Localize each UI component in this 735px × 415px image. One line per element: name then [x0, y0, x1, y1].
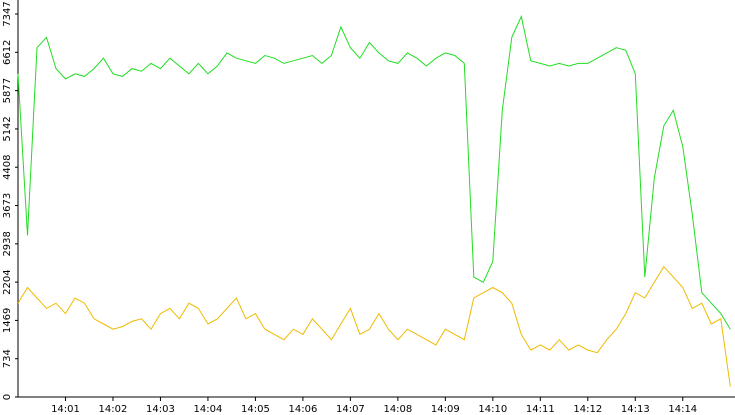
x-tick-label: 14:12	[573, 404, 602, 415]
x-tick-label: 14:02	[99, 404, 128, 415]
y-tick-label: 6612	[2, 40, 13, 65]
x-tick-label: 14:11	[526, 404, 555, 415]
y-tick-label: 734	[2, 349, 13, 368]
x-tick-label: 14:13	[621, 404, 650, 415]
x-tick-label: 14:03	[146, 404, 175, 415]
y-tick-label: 7347	[2, 1, 13, 26]
x-tick-label: 14:07	[336, 404, 365, 415]
y-tick-label: 5877	[2, 78, 13, 103]
y-tick-label: 3673	[2, 193, 13, 218]
line-series	[17, 265, 731, 387]
x-tick-label: 14:01	[51, 404, 80, 415]
x-tick-label: 14:08	[383, 404, 412, 415]
y-tick-label: 1469	[2, 308, 13, 333]
y-tick-label: 4408	[2, 154, 13, 179]
x-tick-label: 14:14	[668, 404, 697, 415]
y-tick-label: 2204	[2, 269, 13, 294]
line-series	[17, 14, 731, 330]
y-tick-label: 2938	[2, 231, 13, 256]
x-tick-label: 14:06	[288, 404, 317, 415]
x-tick-label: 14:09	[431, 404, 460, 415]
x-tick-label: 14:05	[241, 404, 270, 415]
x-tick-label: 14:10	[478, 404, 507, 415]
y-tick-label: 0	[2, 394, 13, 400]
x-tick-label: 14:04	[194, 404, 223, 415]
y-tick-label: 5142	[2, 116, 13, 141]
